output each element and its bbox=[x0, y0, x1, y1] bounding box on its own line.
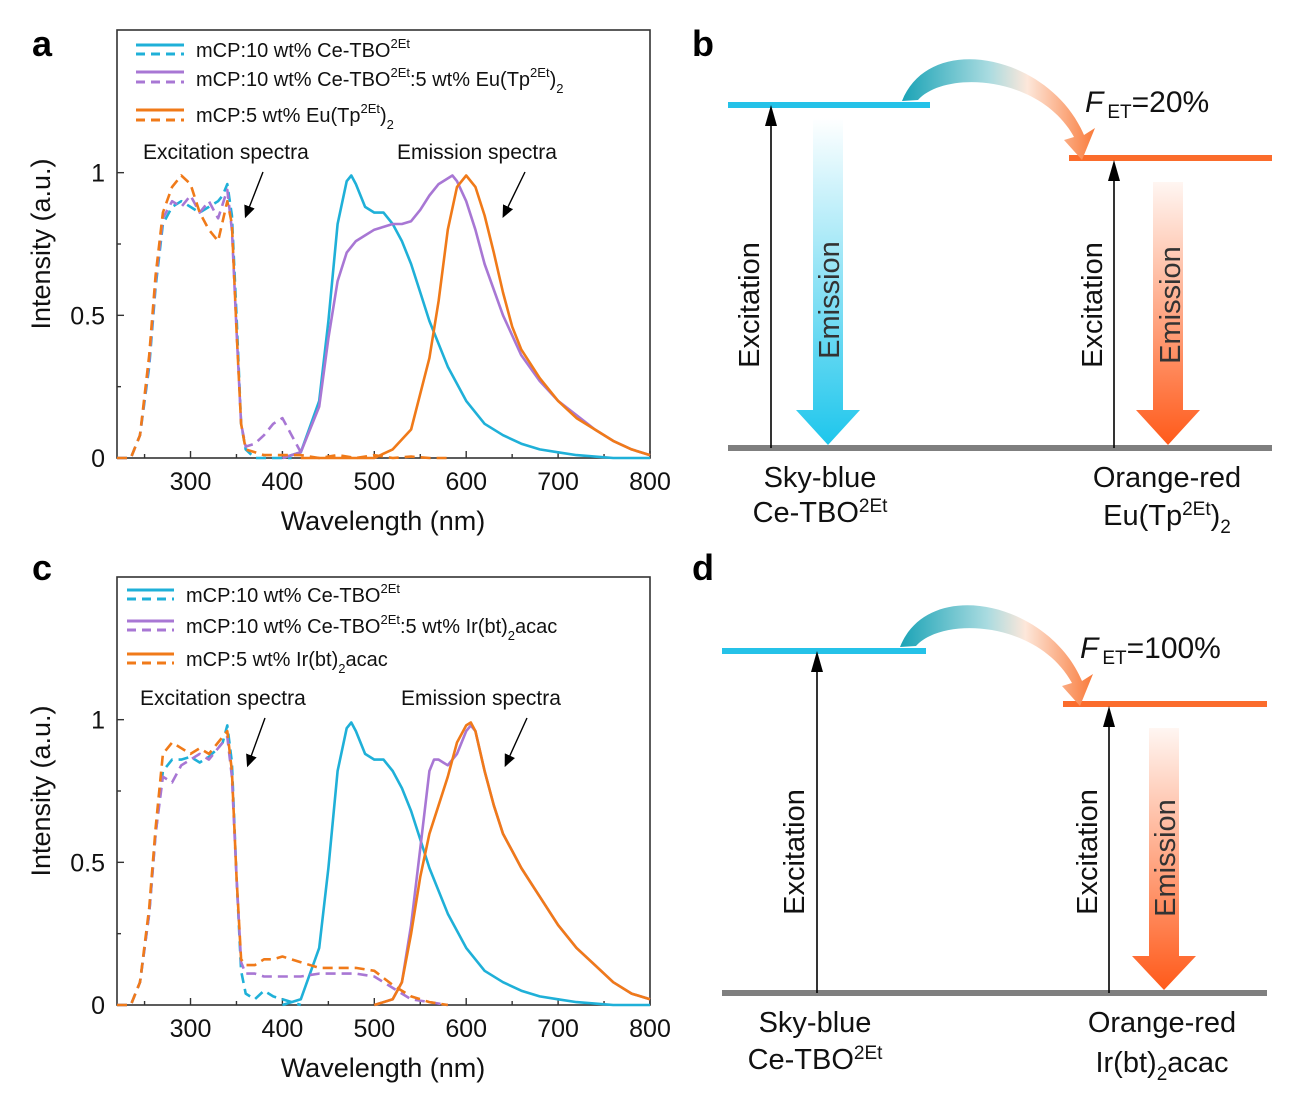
emission-arrow-left-b bbox=[796, 118, 860, 445]
x-ticks-a: 300 400 500 600 700 800 bbox=[143, 451, 671, 496]
panel-label-a: a bbox=[32, 23, 53, 64]
x-tick-label: 300 bbox=[170, 468, 212, 496]
panel-label-c: c bbox=[32, 547, 52, 588]
y-tick-label: 0.5 bbox=[70, 302, 105, 330]
y-tick-label: 1 bbox=[91, 707, 105, 735]
acceptor-name-line1-d: Orange-red bbox=[1088, 1007, 1236, 1039]
transfer-efficiency-d: F ET=100% bbox=[1080, 632, 1221, 669]
x-tick-label: 400 bbox=[262, 1015, 304, 1043]
x-tick-label: 300 bbox=[170, 1015, 212, 1043]
y-tick-label: 0 bbox=[91, 445, 105, 473]
arrowhead bbox=[1103, 706, 1115, 727]
excitation-label-right-b: Excitation bbox=[1077, 242, 1109, 368]
panel-d: d Excitation Excitation Emission F ET=100… bbox=[692, 547, 1267, 1085]
emission-arrow-right-b bbox=[1136, 182, 1200, 445]
x-axis-label-a: Wavelength (nm) bbox=[281, 506, 486, 536]
chart-c: 300 400 500 600 700 800 00.51 Wavelength (nm)… bbox=[26, 576, 671, 1083]
annotation-arrow-emission-c bbox=[504, 717, 528, 768]
donor-name-line2-d: Ce-TBO2Et bbox=[748, 1043, 884, 1076]
acceptor-name-line2-b: Eu(Tp2Et)2 bbox=[1103, 499, 1231, 538]
transfer-efficiency-b: F ET=20% bbox=[1085, 86, 1209, 123]
y-ticks-a: 00.51 bbox=[70, 160, 124, 473]
legend-label: mCP:5 wt% Ir(bt)2acac bbox=[186, 649, 388, 676]
series-line-c-5 bbox=[117, 729, 449, 1007]
series-group-a bbox=[117, 174, 651, 460]
annotation-arrow-excitation-c bbox=[246, 717, 266, 768]
acceptor-name-line1-b: Orange-red bbox=[1093, 462, 1241, 494]
x-axis-label-c: Wavelength (nm) bbox=[281, 1053, 486, 1083]
panel-label-d: d bbox=[692, 547, 714, 588]
y-tick-label: 1 bbox=[91, 160, 105, 188]
x-tick-label: 700 bbox=[537, 468, 579, 496]
x-tick-label: 500 bbox=[353, 468, 395, 496]
series-line-c-6 bbox=[373, 721, 651, 1007]
y-ticks-c: 00.51 bbox=[70, 707, 124, 1020]
emission-arrow-right-d bbox=[1132, 728, 1196, 990]
chart-a: 300 400 500 600 700 800 00.51 Wavelength (nm)… bbox=[26, 29, 671, 536]
series-line-a-3 bbox=[117, 188, 302, 460]
legend-label: mCP:10 wt% Ce-TBO2Et bbox=[186, 581, 400, 607]
legend-entry-a-3: mCP:5 wt% Eu(Tp2Et)2 bbox=[136, 101, 394, 132]
annotation-emission-c: Emission spectra bbox=[401, 687, 561, 710]
series-line-a-4 bbox=[282, 174, 651, 460]
y-axis-label-c: Intensity (a.u.) bbox=[26, 705, 56, 876]
arrowhead bbox=[1108, 160, 1120, 181]
annotation-excitation-a: Excitation spectra bbox=[143, 141, 309, 164]
excitation-label-right-d: Excitation bbox=[1072, 789, 1104, 915]
x-tick-label: 700 bbox=[537, 1015, 579, 1043]
emission-label-left-b: Emission bbox=[814, 241, 846, 359]
x-tick-label: 600 bbox=[445, 468, 487, 496]
series-line-a-6 bbox=[300, 174, 651, 460]
legend-entry-a-1: mCP:10 wt% Ce-TBO2Et bbox=[136, 36, 410, 62]
legend-c: mCP:10 wt% Ce-TBO2Et mCP:10 wt% Ce-TBO2E… bbox=[127, 581, 557, 676]
excitation-label-left-b: Excitation bbox=[734, 242, 766, 368]
energy-transfer-arrow-b bbox=[902, 59, 1095, 161]
legend-label: mCP:10 wt% Ce-TBO2Et:5 wt% Ir(bt)2acac bbox=[186, 612, 557, 643]
series-group-c bbox=[117, 721, 651, 1007]
donor-name-line1-b: Sky-blue bbox=[764, 462, 877, 494]
legend-label: mCP:5 wt% Eu(Tp2Et)2 bbox=[196, 101, 394, 132]
emission-label-right-d: Emission bbox=[1150, 799, 1182, 917]
panel-a: a 300 400 500 600 700 800 00.51 Wavelength (n… bbox=[26, 23, 671, 536]
legend-entry-c-3: mCP:5 wt% Ir(bt)2acac bbox=[127, 649, 388, 676]
legend-label: mCP:10 wt% Ce-TBO2Et:5 wt% Eu(Tp2Et)2 bbox=[196, 65, 563, 96]
plot-frame-a bbox=[116, 29, 651, 459]
panel-b: b Excitation Emission Excitation Emissio… bbox=[692, 23, 1272, 538]
emission-label-right-b: Emission bbox=[1155, 246, 1187, 364]
series-line-a-5 bbox=[117, 174, 448, 460]
series-line-c-3 bbox=[117, 735, 449, 1007]
series-line-c-4 bbox=[373, 724, 651, 1007]
donor-name-line2-b: Ce-TBO2Et bbox=[753, 496, 889, 529]
series-line-a-2 bbox=[282, 174, 650, 460]
series-line-c-1 bbox=[117, 724, 302, 1007]
y-tick-label: 0.5 bbox=[70, 849, 105, 877]
arrowhead bbox=[765, 105, 777, 126]
legend-label: mCP:10 wt% Ce-TBO2Et bbox=[196, 36, 410, 62]
annotation-emission-a: Emission spectra bbox=[397, 141, 557, 164]
annotation-arrow-excitation-a bbox=[244, 171, 264, 219]
y-axis-label-a: Intensity (a.u.) bbox=[26, 158, 56, 329]
y-tick-label: 0 bbox=[91, 992, 105, 1020]
legend-entry-c-1: mCP:10 wt% Ce-TBO2Et bbox=[127, 581, 400, 607]
legend-entry-c-2: mCP:10 wt% Ce-TBO2Et:5 wt% Ir(bt)2acac bbox=[127, 612, 557, 643]
x-tick-label: 600 bbox=[445, 1015, 487, 1043]
x-tick-label: 400 bbox=[262, 468, 304, 496]
arrowhead bbox=[811, 651, 823, 672]
energy-transfer-arrow-d bbox=[900, 605, 1093, 706]
annotation-arrow-emission-a bbox=[502, 171, 526, 219]
legend-a: mCP:10 wt% Ce-TBO2Et mCP:10 wt% Ce-TBO2E… bbox=[136, 36, 563, 132]
x-ticks-c: 300 400 500 600 700 800 bbox=[143, 998, 671, 1043]
x-tick-label: 800 bbox=[629, 1015, 671, 1043]
annotation-excitation-c: Excitation spectra bbox=[140, 687, 306, 710]
panel-c: c 300 400 500 600 700 800 00.51 Wavelength (n… bbox=[26, 547, 671, 1083]
acceptor-name-line2-d: Ir(bt)2acac bbox=[1095, 1047, 1228, 1085]
excitation-label-left-d: Excitation bbox=[779, 789, 811, 915]
panel-label-b: b bbox=[692, 23, 714, 64]
legend-entry-a-2: mCP:10 wt% Ce-TBO2Et:5 wt% Eu(Tp2Et)2 bbox=[136, 65, 563, 96]
donor-name-line1-d: Sky-blue bbox=[759, 1007, 872, 1039]
x-tick-label: 800 bbox=[629, 468, 671, 496]
series-line-c-2 bbox=[282, 721, 650, 1007]
x-tick-label: 500 bbox=[353, 1015, 395, 1043]
